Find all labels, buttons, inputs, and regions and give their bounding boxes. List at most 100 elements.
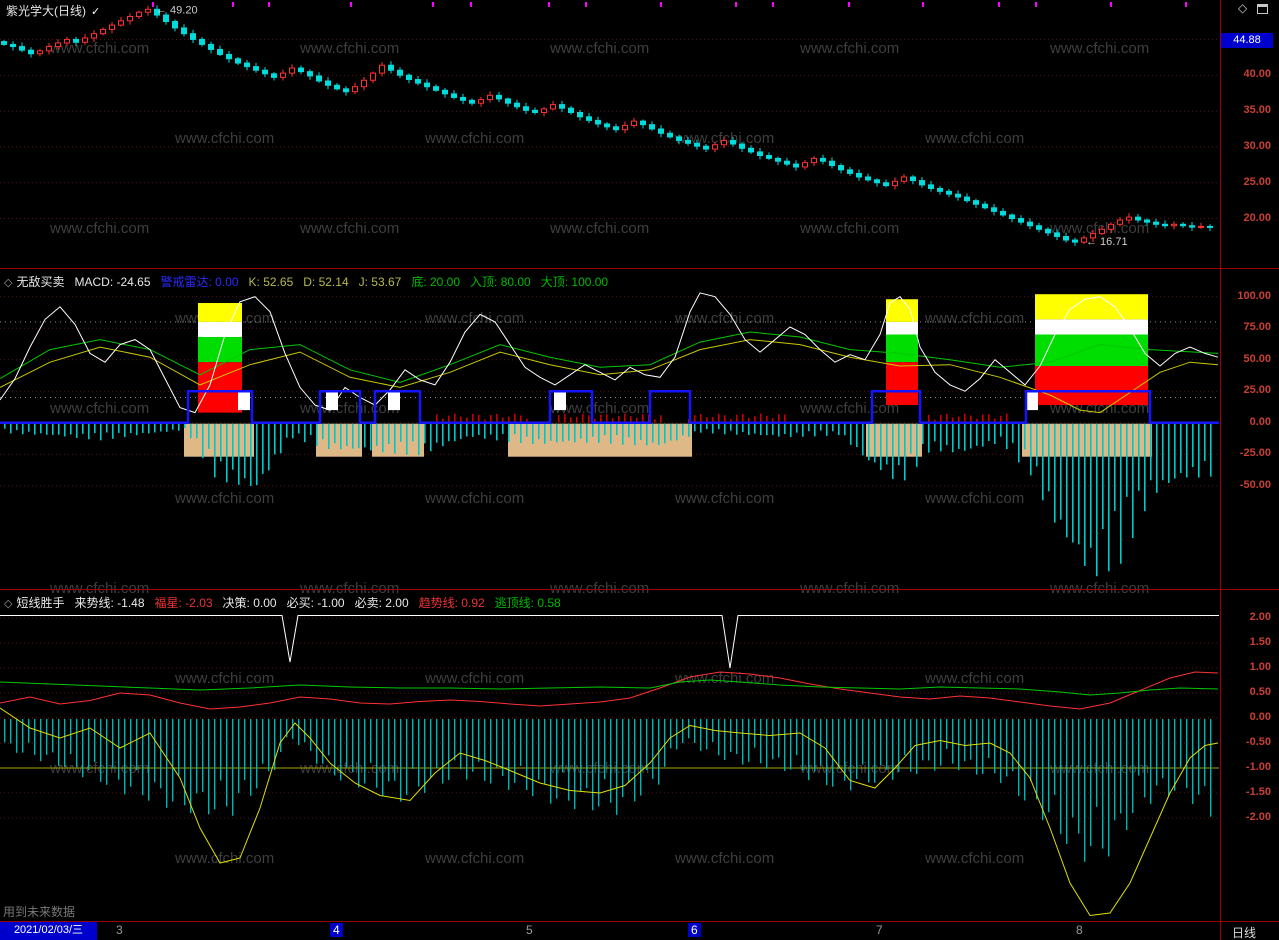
- buy-zone-block: [372, 423, 424, 457]
- buy-zone-block: [1022, 423, 1152, 457]
- indicator-param-label: 趋势线: 0.92: [418, 596, 485, 610]
- watermark-text: www.cfchi.com: [800, 40, 900, 57]
- watermark-text: www.cfchi.com: [925, 310, 1025, 327]
- indicator-param-label: 来势线: -1.48: [74, 596, 145, 610]
- signal-mark: [848, 2, 850, 7]
- axis-tick-label: 1.50: [1249, 636, 1271, 648]
- indicator-param-label: 必买: -1.00: [286, 596, 345, 610]
- axis-tick-label: 0.50: [1249, 686, 1271, 698]
- watermark-text: www.cfchi.com: [800, 580, 900, 597]
- axis-tick-label: 75.00: [1243, 321, 1271, 334]
- top-signal-column: [198, 362, 242, 413]
- indicator-param-label: 底: 20.00: [411, 275, 461, 289]
- watermark-text: www.cfchi.com: [925, 670, 1025, 687]
- axis-tick-label: -2.00: [1245, 811, 1271, 823]
- top-signal-column: [198, 321, 242, 338]
- stock-title: 紫光学大(日线): [6, 4, 86, 18]
- axis-tick-label: 25.00: [1243, 384, 1271, 397]
- watermark-text: www.cfchi.com: [800, 220, 900, 237]
- white-signal-box: [1026, 391, 1038, 411]
- axis-tick-label: 2.00: [1249, 611, 1271, 623]
- axis-border-line: [1220, 0, 1221, 940]
- duanxianshengshou-chart[interactable]: [0, 590, 1219, 921]
- signal-mark: [1185, 2, 1187, 7]
- month-label: 4: [330, 923, 343, 937]
- watermark-text: www.cfchi.com: [50, 580, 150, 597]
- future-data-note: 用到未来数据: [3, 905, 76, 919]
- watermark-text: www.cfchi.com: [675, 130, 775, 147]
- axis-tick-label: -1.00: [1245, 761, 1271, 773]
- watermark-text: www.cfchi.com: [1050, 220, 1150, 237]
- watermark-text: www.cfchi.com: [675, 310, 775, 327]
- month-label: 6: [688, 923, 701, 937]
- chart-title-bar: 紫光学大(日线) ✓: [6, 2, 100, 19]
- watermark-text: www.cfchi.com: [175, 490, 275, 507]
- top-signal-column: [886, 362, 918, 406]
- watermark-text: www.cfchi.com: [300, 220, 400, 237]
- indicator-header-duanxianshengshou: ◇ 短线胜手 来势线: -1.48 福星: -2.03 决策: 0.00 必买: -1.0…: [4, 594, 571, 611]
- indicator-panel-duanxianshengshou[interactable]: ◇ 短线胜手 来势线: -1.48 福星: -2.03 决策: 0.00 必买: -1.0…: [0, 590, 1219, 921]
- indicator-param-label: 警戒雷达: 0.00: [160, 275, 239, 289]
- period-label[interactable]: 日线: [1232, 926, 1257, 940]
- watermark-text: www.cfchi.com: [425, 850, 525, 867]
- top-signal-column: [198, 303, 242, 322]
- watermark-text: www.cfchi.com: [50, 220, 150, 237]
- month-label: 3: [116, 923, 123, 937]
- axis-tick-label: -50.00: [1239, 478, 1271, 491]
- indicator-param-label: 大顶: 100.00: [540, 275, 609, 289]
- axis-tick-label: 25.00: [1243, 175, 1271, 188]
- signal-mark: [548, 2, 550, 7]
- watermark-text: www.cfchi.com: [1050, 580, 1150, 597]
- watermark-text: www.cfchi.com: [800, 400, 900, 417]
- indicator-param-label: 无敌买卖: [16, 275, 65, 289]
- watermark-text: www.cfchi.com: [425, 490, 525, 507]
- watermark-text: www.cfchi.com: [925, 490, 1025, 507]
- indicator-panel-wudimaimai[interactable]: ◇ 无敌买卖 MACD: -24.65 警戒雷达: 0.00 K: 52.65 D: 52…: [0, 269, 1219, 589]
- signal-mark: [660, 2, 662, 7]
- watermark-text: www.cfchi.com: [425, 310, 525, 327]
- signal-mark: [232, 2, 234, 7]
- month-label: 7: [876, 923, 883, 937]
- axis-tick-label: 0.00: [1249, 711, 1271, 723]
- signal-mark: [998, 2, 1000, 7]
- watermark-text: www.cfchi.com: [50, 400, 150, 417]
- axis-tick-label: 30.00: [1243, 139, 1271, 152]
- watermark-text: www.cfchi.com: [175, 850, 275, 867]
- blue-signal-line: [0, 389, 1219, 424]
- axis-tick-label: -25.00: [1239, 447, 1271, 460]
- indicator-param-label: 决策: 0.00: [222, 596, 277, 610]
- axis-tick-label: 20.00: [1243, 211, 1271, 224]
- window-restore-icon[interactable]: [1257, 4, 1268, 14]
- month-label: 5: [526, 923, 533, 937]
- axis-tick-label: 50.00: [1243, 352, 1271, 365]
- watermark-text: www.cfchi.com: [300, 40, 400, 57]
- top-signal-column: [1035, 366, 1148, 406]
- signal-mark: [1110, 2, 1112, 7]
- watermark-text: www.cfchi.com: [550, 220, 650, 237]
- indicator-icon[interactable]: ◇: [4, 277, 13, 289]
- watermark-text: www.cfchi.com: [925, 850, 1025, 867]
- signal-mark: [470, 2, 472, 7]
- signal-mark: [1035, 2, 1037, 7]
- watermark-text: www.cfchi.com: [1050, 40, 1150, 57]
- indicator-param-label: MACD: -24.65: [74, 275, 151, 289]
- candlestick-chart[interactable]: ← 49.20 ← 16.71: [0, 0, 1219, 268]
- signal-mark: [772, 2, 774, 7]
- watermark-text: www.cfchi.com: [50, 40, 150, 57]
- indicator-param-label: 短线胜手: [16, 596, 65, 610]
- axis-tick-label: -1.50: [1245, 786, 1271, 798]
- wudimaimai-chart[interactable]: [0, 269, 1219, 589]
- diamond-icon[interactable]: ◇: [1238, 1, 1248, 15]
- indicator-param-label: 入顶: 80.00: [470, 275, 531, 289]
- axis-tick-label: 100.00: [1237, 289, 1271, 302]
- buy-zone-block: [184, 423, 254, 457]
- indicator-icon[interactable]: ◇: [4, 598, 13, 610]
- watermark-text: www.cfchi.com: [550, 400, 650, 417]
- indicator-param-label: 福星: -2.03: [154, 596, 213, 610]
- signal-mark: [922, 2, 924, 7]
- axis-tick-label: 0.00: [1249, 415, 1271, 428]
- axis-tick-label: 1.00: [1249, 661, 1271, 673]
- main-candlestick-panel[interactable]: ← 49.20 ← 16.71 紫光学大(日线) ✓: [0, 0, 1219, 268]
- indicator-param-label: 逃顶线: 0.58: [494, 596, 561, 610]
